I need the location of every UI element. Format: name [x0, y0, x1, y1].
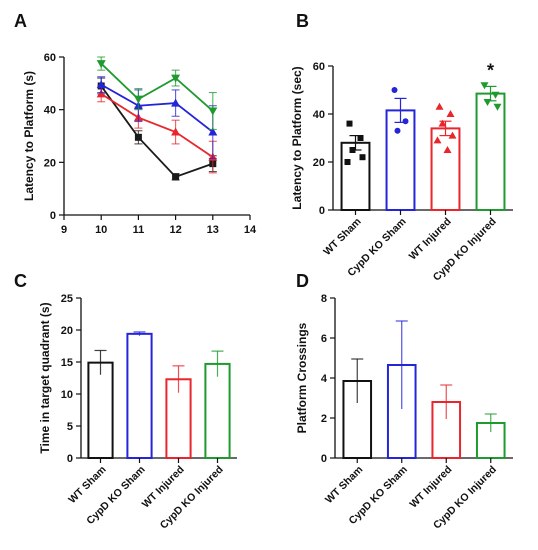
data-point — [438, 119, 447, 127]
y-tick-label: 60 — [313, 61, 325, 73]
data-point — [133, 95, 143, 104]
y-tick-label: 10 — [61, 389, 73, 401]
series-line — [100, 62, 214, 112]
series-3 — [96, 56, 218, 130]
data-point — [96, 60, 106, 69]
data-point — [448, 131, 457, 139]
bar — [126, 332, 153, 459]
data-point — [134, 133, 142, 141]
y-axis-label: Platform Crossings — [295, 322, 309, 433]
panel-letter: B — [296, 11, 309, 31]
panel-letter: A — [14, 11, 27, 31]
data-point — [480, 82, 489, 90]
panel-b: B 0 20 40 60 Latency to Platform (sec) WT Sham… — [290, 11, 513, 284]
category-label: WT Injured — [408, 464, 455, 511]
data-point — [491, 91, 500, 99]
data-point — [171, 98, 181, 107]
series-line — [100, 93, 214, 158]
x-tick-label: 11 — [133, 224, 145, 236]
bar-group: WT Sham — [323, 358, 373, 506]
data-point — [171, 127, 181, 136]
y-axis-label: Time in target quadrant (s) — [38, 302, 52, 453]
y-tick-label: 6 — [321, 333, 327, 345]
data-point — [171, 74, 181, 83]
y-tick-label: 20 — [313, 157, 325, 169]
data-point — [394, 127, 401, 134]
y-tick-label: 40 — [313, 109, 325, 121]
y-tick-label: 0 — [50, 210, 56, 222]
y-tick-label: 0 — [319, 205, 325, 217]
y-tick-label: 60 — [44, 52, 56, 64]
y-axis-label: Latency to Platform (sec) — [290, 66, 304, 209]
bar — [204, 362, 231, 460]
series-line — [100, 83, 214, 133]
y-tick-label: 15 — [61, 357, 73, 369]
panel-c: C 0 5 10 15 20 25 Time in target quadrant (s) WT… — [14, 271, 237, 532]
bar — [87, 361, 114, 460]
x-tick-label: 13 — [207, 224, 219, 236]
category-label: WT Sham — [321, 216, 363, 258]
data-point — [208, 127, 218, 136]
series-line — [100, 85, 214, 178]
data-point — [443, 146, 452, 153]
data-point — [446, 110, 455, 117]
data-point — [172, 173, 180, 181]
data-point — [402, 118, 409, 125]
data-point — [357, 135, 364, 141]
bar-group: WT Sham — [66, 349, 114, 506]
category-label: WT Injured — [407, 216, 454, 263]
y-tick-label: 8 — [321, 293, 327, 305]
panel-letter: D — [296, 271, 309, 291]
data-point — [208, 107, 218, 116]
y-tick-label: 0 — [67, 453, 73, 465]
y-tick-label: 40 — [44, 105, 56, 117]
bar — [385, 109, 416, 211]
y-tick-label: 20 — [44, 157, 56, 169]
x-tick-label: 9 — [61, 224, 67, 236]
category-label: WT Sham — [323, 464, 365, 506]
x-tick-label: 12 — [169, 224, 181, 236]
y-tick-label: 4 — [321, 373, 328, 385]
y-tick-label: 20 — [61, 325, 73, 337]
panel-a: A 0 20 40 60 Latency to Platform (s) 9 10 11 12 13… — [14, 11, 257, 236]
data-point — [344, 159, 351, 165]
bar-group: WT Sham — [321, 120, 371, 258]
panel-letter: C — [14, 271, 27, 291]
data-point — [483, 99, 492, 106]
data-point — [433, 136, 442, 144]
y-tick-label: 0 — [321, 453, 327, 465]
x-tick-label: 14 — [244, 224, 257, 236]
data-point — [435, 102, 444, 110]
y-axis-label: Latency to Platform (s) — [22, 71, 36, 201]
y-tick-label: 25 — [61, 293, 73, 305]
data-point — [391, 87, 398, 93]
series-2 — [96, 76, 218, 159]
data-point — [346, 120, 353, 127]
y-tick-label: 2 — [321, 413, 327, 425]
significance-star: * — [487, 60, 494, 80]
data-point — [96, 80, 106, 89]
data-point — [493, 103, 502, 111]
data-point — [96, 89, 106, 98]
data-point — [359, 154, 366, 161]
data-point — [349, 147, 356, 153]
x-tick-label: 10 — [95, 224, 107, 236]
y-tick-label: 5 — [67, 421, 73, 433]
bar — [475, 92, 506, 211]
